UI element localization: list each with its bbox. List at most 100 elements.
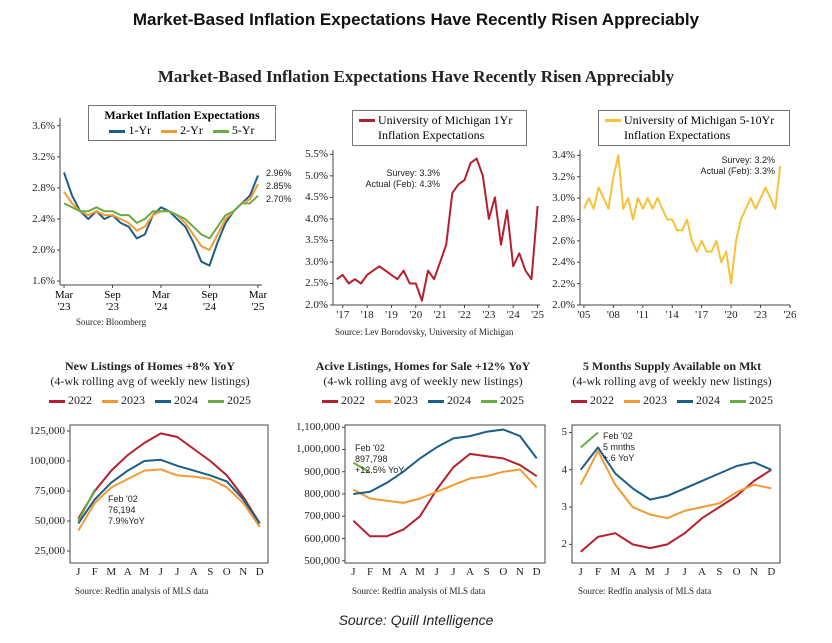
y-tick-label: 3.4% [552, 149, 575, 162]
annotation: Feb '02 [108, 494, 138, 504]
y-tick-label: 2.4% [32, 212, 55, 225]
legend-label: 1-Yr [128, 123, 152, 137]
y-tick-label: 2.8% [552, 213, 575, 226]
series-line [579, 446, 772, 501]
y-tick-label: 3.6% [32, 119, 55, 132]
x-tick-label: J [175, 566, 180, 578]
x-tick-label: F [594, 566, 602, 578]
x-tick-label: D [255, 566, 264, 578]
x-tick-label: S [483, 566, 490, 578]
legend-item: 2023 [102, 393, 145, 408]
x-tick-label: J [158, 566, 163, 578]
y-tick-label: 50,000 [34, 515, 65, 527]
x-tick-label: M [610, 566, 621, 578]
legend-swatch [322, 399, 338, 403]
legend-item: 2023 [624, 393, 667, 408]
series-line [580, 468, 772, 553]
annotation: +12.5% YoY [355, 465, 405, 475]
legend-swatch [49, 399, 65, 403]
x-tick-label: Mar '23 [54, 289, 74, 313]
legend-item: 2023 [375, 393, 418, 408]
series-line [352, 468, 538, 504]
legend-item: 2-Yr [161, 123, 203, 138]
x-tick-label: A [123, 566, 132, 578]
y-tick-label: 2.0% [552, 299, 575, 311]
x-tick-label: '19 [384, 309, 398, 321]
y-tick-label: 900,000 [304, 465, 340, 478]
legend: University of Michigan 5-10Yr Inflation … [605, 113, 783, 143]
x-tick-label: A [628, 566, 637, 578]
x-tick-label: S [207, 566, 214, 578]
x-tick-label: N [239, 566, 248, 578]
legend-label: University of Michigan 1Yr Inflation Exp… [378, 113, 513, 142]
annotation: Feb '02 [355, 443, 385, 453]
y-tick-label: 3.2% [552, 170, 575, 183]
series-line [582, 154, 782, 285]
y-tick-label: 2.5% [305, 277, 328, 290]
legend-item: 2024 [155, 393, 198, 408]
chart-source: Source: Redfin analysis of MLS data [75, 586, 209, 596]
x-tick-label: Mar '24 [151, 289, 171, 313]
chart-source: Source: Redfin analysis of MLS data [352, 586, 486, 596]
series-line [63, 183, 259, 251]
legend-label: 5-Yr [231, 123, 255, 137]
legend-swatch [605, 119, 621, 122]
y-tick-label: 125,000 [29, 425, 65, 437]
annotation: Survey: 3.3% [386, 168, 440, 178]
series-line [77, 489, 96, 522]
x-tick-label: O [732, 566, 741, 578]
legend-item: University of Michigan 5-10Yr Inflation … [605, 113, 783, 143]
x-tick-label: A [466, 566, 474, 578]
y-tick-label: 600,000 [304, 532, 340, 545]
annotation: Actual (Feb): 3.3% [700, 166, 775, 176]
y-tick-label: 700,000 [304, 510, 340, 523]
y-tick-label: 800,000 [304, 488, 340, 500]
legend: 1-Yr 2-Yr 5-Yr [95, 123, 269, 138]
x-tick-label: J [682, 566, 687, 578]
footer-source: Source: Quill Intelligence [338, 612, 494, 628]
x-tick-label: '17 [695, 309, 709, 321]
x-tick-label: N [750, 566, 758, 578]
x-tick-label: N [516, 566, 524, 578]
legend-swatch [571, 399, 587, 403]
legend-swatch [677, 399, 693, 403]
x-tick-label: M [106, 566, 117, 578]
chart-title: Market Inflation Expectations [104, 108, 260, 122]
series-line [77, 468, 261, 532]
x-tick-label: J [665, 566, 670, 578]
legend-swatch [109, 129, 126, 133]
x-tick-label: M [139, 566, 150, 578]
plot-frame [571, 424, 781, 564]
legend-swatch [428, 399, 444, 403]
x-tick-label: Sep '23 [104, 289, 121, 313]
series-line [77, 458, 261, 524]
chart-source: Source: Redfin analysis of MLS data [578, 586, 712, 596]
legend-item: 2022 [571, 393, 614, 408]
y-tick-label: 2.0% [305, 299, 328, 311]
x-tick-label: O [222, 566, 231, 578]
x-tick-label: '23 [754, 309, 768, 321]
legend: University of Michigan 1Yr Inflation Exp… [359, 113, 520, 143]
annotation: 897,798 [355, 454, 388, 464]
x-tick-label: '18 [360, 309, 374, 321]
chart-subtitle: (4-wk rolling avg of weekly new listings… [323, 374, 523, 388]
legend-block: 5 Months Supply Available on Mkt (4-wk ro… [542, 359, 802, 408]
annotation: 2.85% [266, 181, 292, 191]
annotation: 5 mnths [603, 442, 636, 452]
y-tick-label: 5 [561, 426, 568, 439]
legend-box: University of Michigan 1Yr Inflation Exp… [352, 110, 527, 146]
y-tick-label: 3.0% [305, 255, 328, 268]
annotation: 2.96% [266, 168, 292, 178]
legend-block: Acive Listings, Homes for Sale +12% YoY(… [293, 359, 553, 408]
legend-label: 2022 [68, 393, 92, 407]
x-tick-label: '08 [606, 309, 620, 321]
legend-item: 2025 [208, 393, 251, 408]
legend-label: 2022 [341, 393, 365, 407]
x-tick-label: '17 [336, 309, 350, 321]
y-tick-label: 1.6% [32, 275, 55, 288]
series-line [580, 431, 599, 449]
chart-source: Source: Lev Borodovsky, University of Mi… [335, 327, 514, 337]
legend-label: University of Michigan 5-10Yr Inflation … [624, 113, 775, 142]
y-tick-label: 500,000 [304, 554, 340, 567]
